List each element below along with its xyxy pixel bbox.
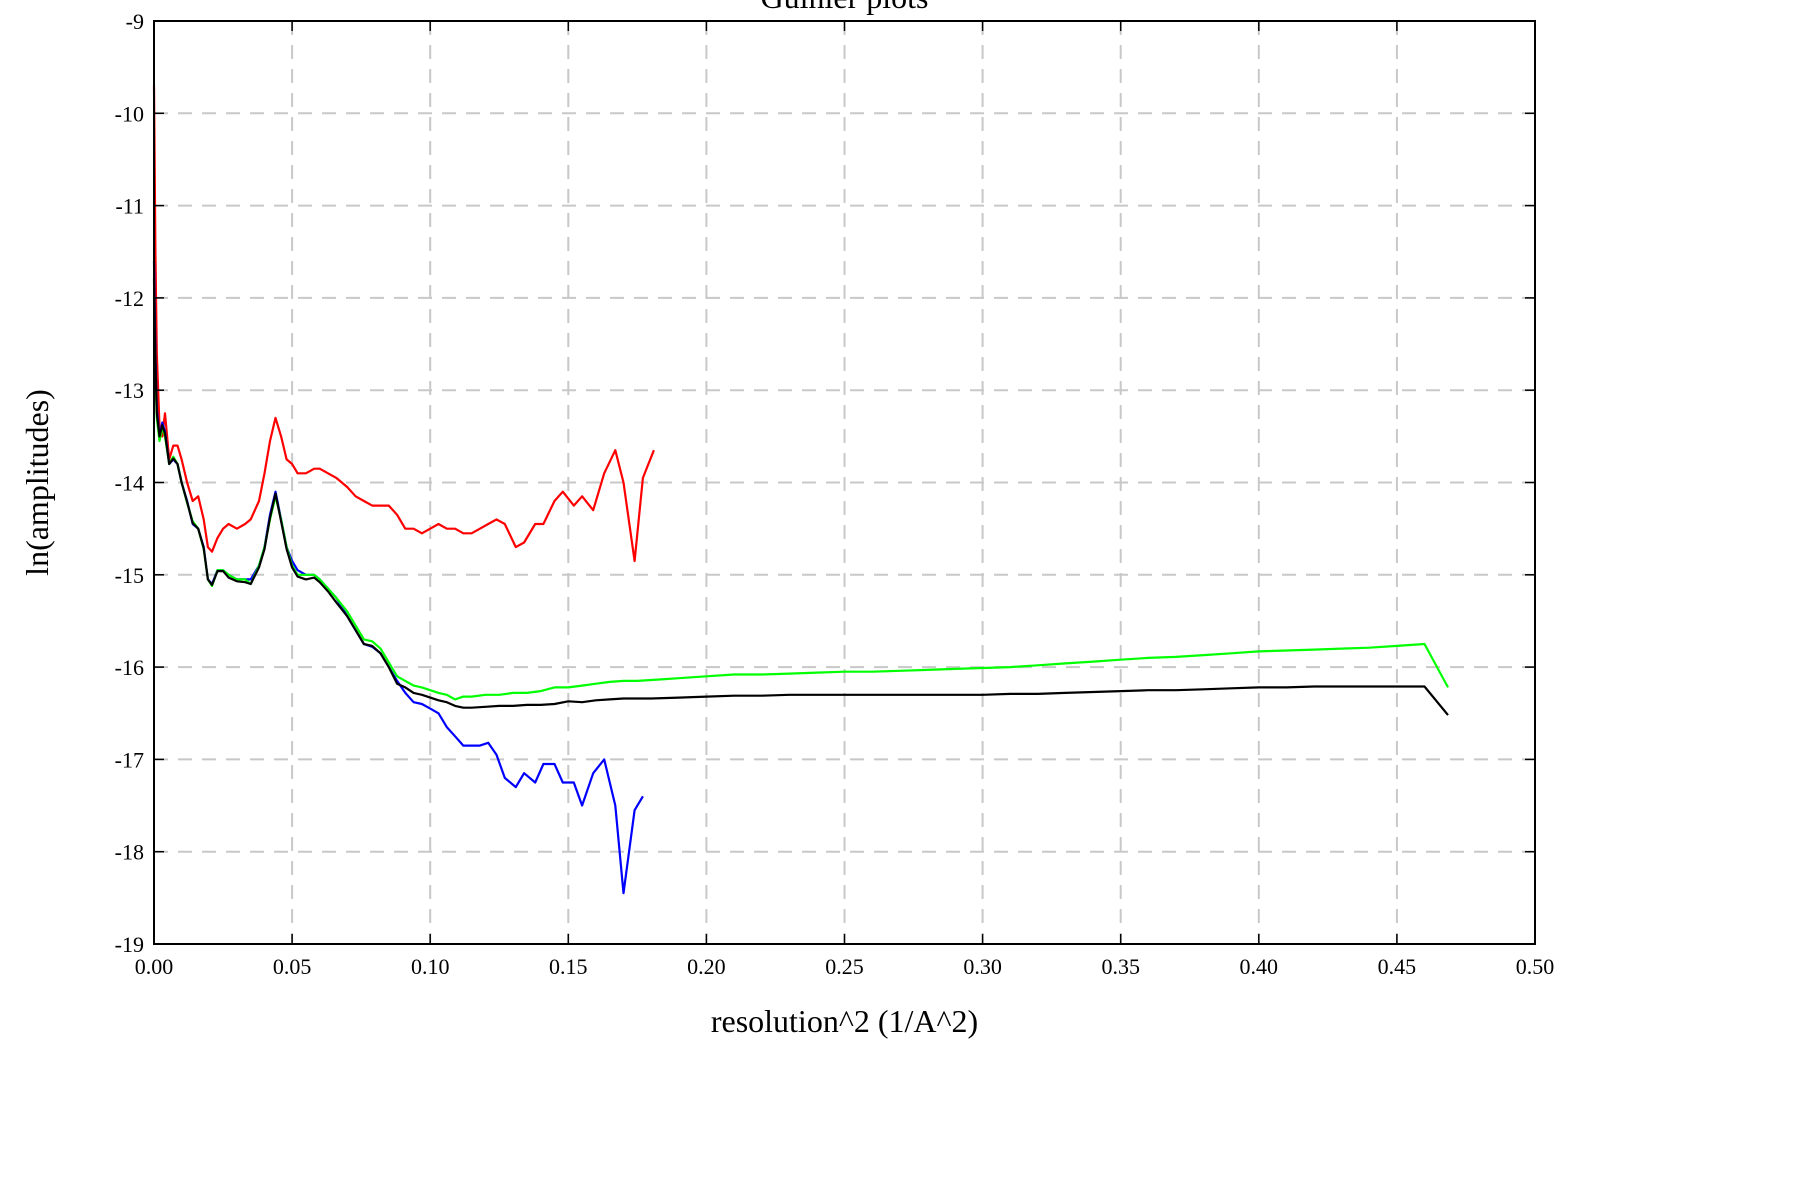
x-tick-label: 0.05 <box>273 954 312 979</box>
y-tick-label: -17 <box>115 747 144 772</box>
y-tick-label: -10 <box>115 101 144 126</box>
x-tick-label: 0.35 <box>1101 954 1140 979</box>
grid <box>154 21 1535 944</box>
axis-ticks: 0.00 0.05 0.10 0.15 0.20 0.25 0.30 0.35 0.40 0.45… <box>115 9 1555 979</box>
series-lines <box>152 85 1449 895</box>
y-tick-label: -14 <box>115 471 144 496</box>
x-tick-label: 0.25 <box>825 954 864 979</box>
x-axis-label: resolution^2 (1/A^2) <box>711 1003 978 1039</box>
series-line-4 <box>152 279 1449 716</box>
y-tick-label: -18 <box>115 840 144 865</box>
y-tick-label: -12 <box>115 286 144 311</box>
y-tick-label: -9 <box>126 9 144 34</box>
x-tick-label: 0.45 <box>1378 954 1417 979</box>
x-tick-label: 0.10 <box>411 954 450 979</box>
x-tick-label: 0.15 <box>549 954 588 979</box>
chart-title: Guinier plots <box>761 0 929 15</box>
y-tick-label: -19 <box>115 932 144 957</box>
y-axis-label: ln(amplitudes) <box>19 389 55 576</box>
x-tick-label: 0.00 <box>135 954 174 979</box>
x-tick-label: 0.30 <box>963 954 1002 979</box>
x-tick-label: 0.40 <box>1240 954 1279 979</box>
y-tick-label: -11 <box>115 194 144 219</box>
y-tick-label: -16 <box>115 655 144 680</box>
series-line-1 <box>152 85 655 563</box>
y-tick-label: -13 <box>115 378 144 403</box>
x-tick-label: 0.20 <box>687 954 726 979</box>
y-tick-label: -15 <box>115 563 144 588</box>
x-tick-label: 0.50 <box>1516 954 1555 979</box>
